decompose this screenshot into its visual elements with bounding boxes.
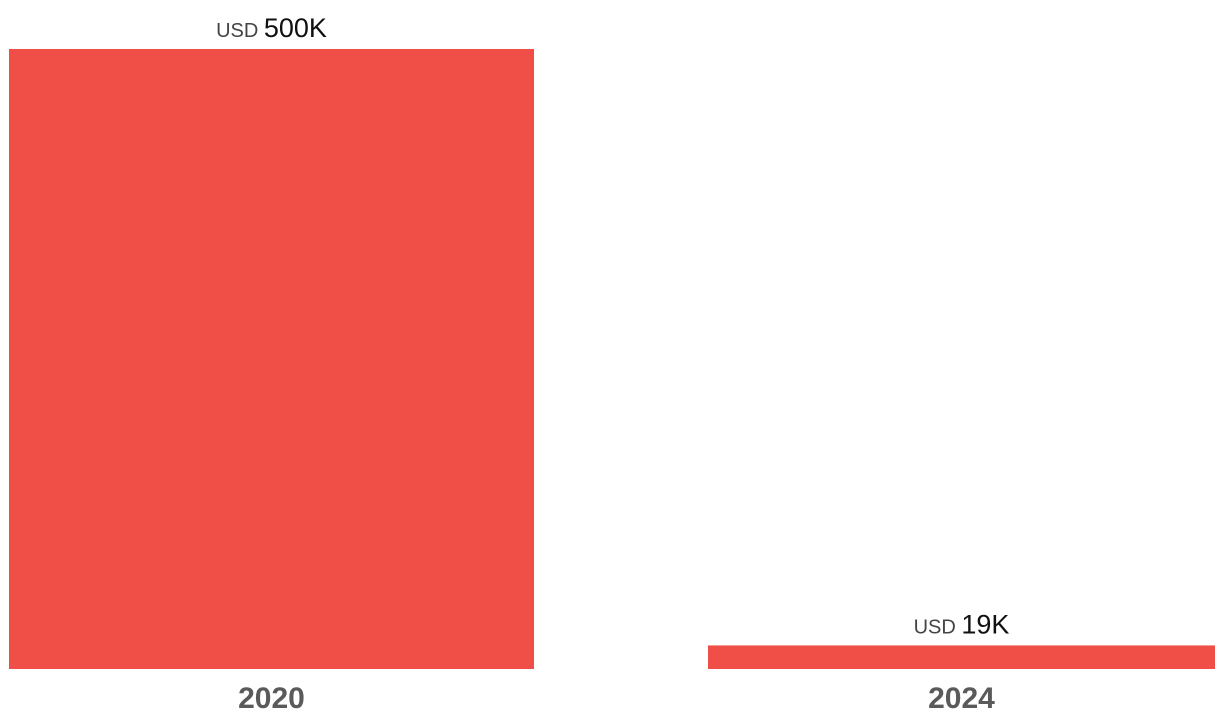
bar-2020 xyxy=(9,49,534,669)
category-label-2020: 2020 xyxy=(238,682,305,711)
category-label-2024: 2024 xyxy=(928,682,995,711)
value-label-2024: USD 19K xyxy=(914,609,1010,639)
value-label-prefix: USD xyxy=(216,20,264,42)
labels-group: USD 500K 2020 USD 19K 2024 xyxy=(216,13,1009,711)
value-label-prefix: USD xyxy=(914,616,962,638)
value-label-amount: 19K xyxy=(961,609,1009,639)
bar-2024 xyxy=(708,645,1215,669)
value-label-2020: USD 500K xyxy=(216,13,327,43)
bars-group xyxy=(9,49,1215,669)
value-label-amount: 500K xyxy=(264,13,327,43)
